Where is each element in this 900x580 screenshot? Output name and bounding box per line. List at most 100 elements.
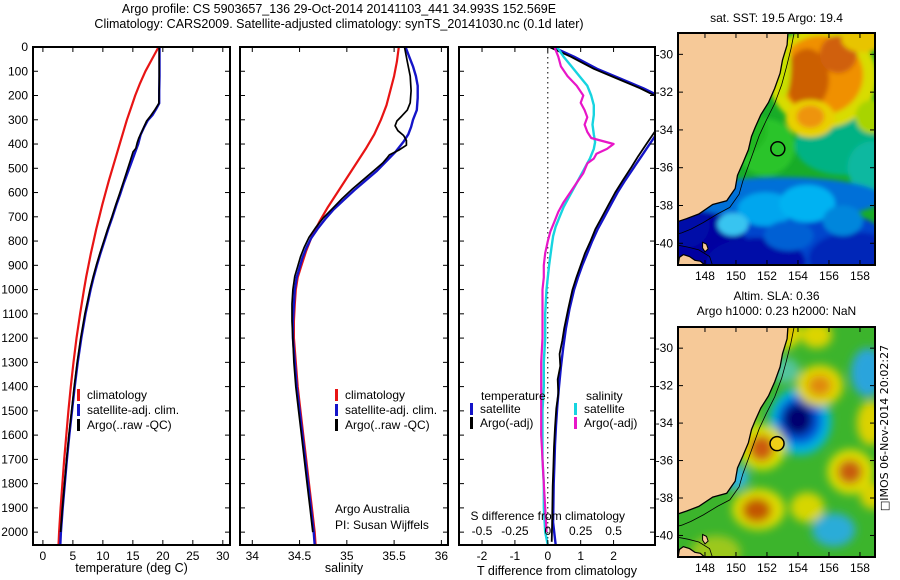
legend-swatch xyxy=(335,419,338,431)
tick-label: 36 xyxy=(435,549,449,563)
tick-label: 800 xyxy=(8,234,28,248)
tick-label: -36 xyxy=(656,454,674,468)
tick-label: 5 xyxy=(70,549,77,563)
tick-label: -32 xyxy=(656,379,674,393)
coastline-mainland xyxy=(678,327,789,515)
tick-label: 0 xyxy=(544,549,551,563)
tick-label: 400 xyxy=(8,137,28,151)
legend-label: Argo(-adj) xyxy=(480,416,533,430)
tick-label: 1700 xyxy=(1,452,28,466)
difference-panel: -2 -1 0 1 2 -0.5 -0.25 0 0.25 0.5S difference fro… xyxy=(458,46,656,563)
figure-title-line2: Climatology: CARS2009. Satellite-adjuste… xyxy=(94,17,584,31)
shelf-contour xyxy=(678,33,795,235)
tick-label: -40 xyxy=(656,236,674,250)
tick-label: 10 xyxy=(96,549,110,563)
tick-label: 2000 xyxy=(1,525,28,539)
tick-label: -0.25 xyxy=(501,524,529,538)
sla-map-title-line1: Altim. SLA: 0.36 xyxy=(733,289,820,303)
tick-label: 500 xyxy=(8,161,28,175)
imos-timestamp-watermark: □IMOS 06-Nov-2014 20:02:27 xyxy=(878,344,891,512)
tasmania-contour xyxy=(678,244,713,265)
tick-label: 15 xyxy=(126,549,140,563)
series-climatology xyxy=(57,47,160,545)
axes-frame xyxy=(677,326,876,558)
tick-label: 34 xyxy=(246,549,260,563)
tick-label: 156 xyxy=(819,269,839,283)
legend-label: climatology xyxy=(87,388,147,402)
tick-label: 154 xyxy=(788,561,808,575)
tick-label: 100 xyxy=(8,64,28,78)
tick-label: 1000 xyxy=(1,283,28,297)
tick-label: 25 xyxy=(186,549,200,563)
tick-label: 700 xyxy=(8,210,28,224)
legend-swatch xyxy=(470,403,473,415)
legend-header: salinity xyxy=(586,389,623,403)
axes-frame xyxy=(32,46,231,546)
float-position-marker xyxy=(769,435,785,452)
tick-label: -32 xyxy=(656,85,674,99)
t-difference-axis-label: T difference from climatology xyxy=(476,564,638,578)
tick-label: 1200 xyxy=(1,331,28,345)
tick-label: -36 xyxy=(656,161,674,175)
sla_map-panel: 148 150 152 154 156 158 -30 -32 -34 -36 -38 -40 xyxy=(656,326,876,575)
legend-label: climatology xyxy=(345,388,405,402)
tick-label: 0 xyxy=(544,524,551,538)
tick-label: 0 xyxy=(21,40,28,54)
tick-label: -0.5 xyxy=(472,524,493,538)
series-satellite-adj-clim xyxy=(59,47,161,545)
tick-label: -38 xyxy=(656,198,674,212)
tick-label: 156 xyxy=(819,561,839,575)
tick-label: 30 xyxy=(216,549,230,563)
series-s-diff-satellite xyxy=(541,47,597,545)
tick-label: 600 xyxy=(8,186,28,200)
series-t-diff-argo xyxy=(549,47,655,542)
legend-swatch xyxy=(335,389,338,401)
legend-label: Argo(..raw -QC) xyxy=(345,418,430,432)
coastline-flinders-island xyxy=(702,533,709,545)
sla-map-title-line2: Argo h1000: 0.23 h2000: NaN xyxy=(696,304,857,318)
tick-label: 154 xyxy=(788,269,808,283)
temperature-axis-label: temperature (deg C) xyxy=(75,561,188,575)
coastline-tasmania xyxy=(678,546,706,557)
tick-label: 158 xyxy=(850,561,870,575)
temperature-panel: 0 5 10 15 20 25 300100200300400500600700800900… xyxy=(1,40,231,563)
axes-frame xyxy=(677,32,876,266)
legend-swatch xyxy=(77,419,80,431)
tick-label: -30 xyxy=(656,47,674,61)
tick-label: 2 xyxy=(610,549,617,563)
legend-label: Argo(..raw -QC) xyxy=(87,418,172,432)
tick-label: 0.25 xyxy=(569,524,593,538)
tick-label: 1400 xyxy=(1,380,28,394)
coastline-tasmania xyxy=(678,253,706,265)
tasmania-contour xyxy=(678,536,713,557)
figure-title-line1: Argo profile: CS 5903657_136 29-Oct-2014… xyxy=(121,2,557,16)
salinity-panel: 34 34.5 35 35.5 36 climatologysatellite-adj. … xyxy=(239,46,449,563)
shelf-contour xyxy=(678,327,795,527)
tick-label: 1500 xyxy=(1,404,28,418)
series-satellite-adj-clim xyxy=(291,47,419,545)
annotation-text: Argo Australia xyxy=(335,502,410,516)
tick-label: 150 xyxy=(726,561,746,575)
tick-label: 150 xyxy=(726,269,746,283)
annotation-text: PI: Susan Wijffels xyxy=(335,518,429,532)
inner-axis-label: S difference from climatology xyxy=(471,509,626,523)
tick-label: -30 xyxy=(656,341,674,355)
tick-label: 148 xyxy=(695,269,715,283)
legend-header: temperature xyxy=(481,389,546,403)
legend-label: satellite-adj. clim. xyxy=(345,403,437,417)
tick-label: -2 xyxy=(477,549,488,563)
sst_map-panel: 148 150 152 154 156 158 -30 -32 -34 -36 -38 -40 xyxy=(656,32,876,283)
sla_map-field xyxy=(678,327,875,557)
series-argo-raw xyxy=(59,47,161,533)
tick-label: -34 xyxy=(656,416,674,430)
legend-swatch xyxy=(77,404,80,416)
legend-swatch xyxy=(574,403,577,415)
tick-label: 200 xyxy=(8,89,28,103)
float-position-marker xyxy=(770,141,786,157)
sst-map-title: sat. SST: 19.5 Argo: 19.4 xyxy=(710,11,843,25)
coastline-flinders-island xyxy=(702,241,709,253)
tick-label: 148 xyxy=(695,561,715,575)
tick-label: 1900 xyxy=(1,501,28,515)
